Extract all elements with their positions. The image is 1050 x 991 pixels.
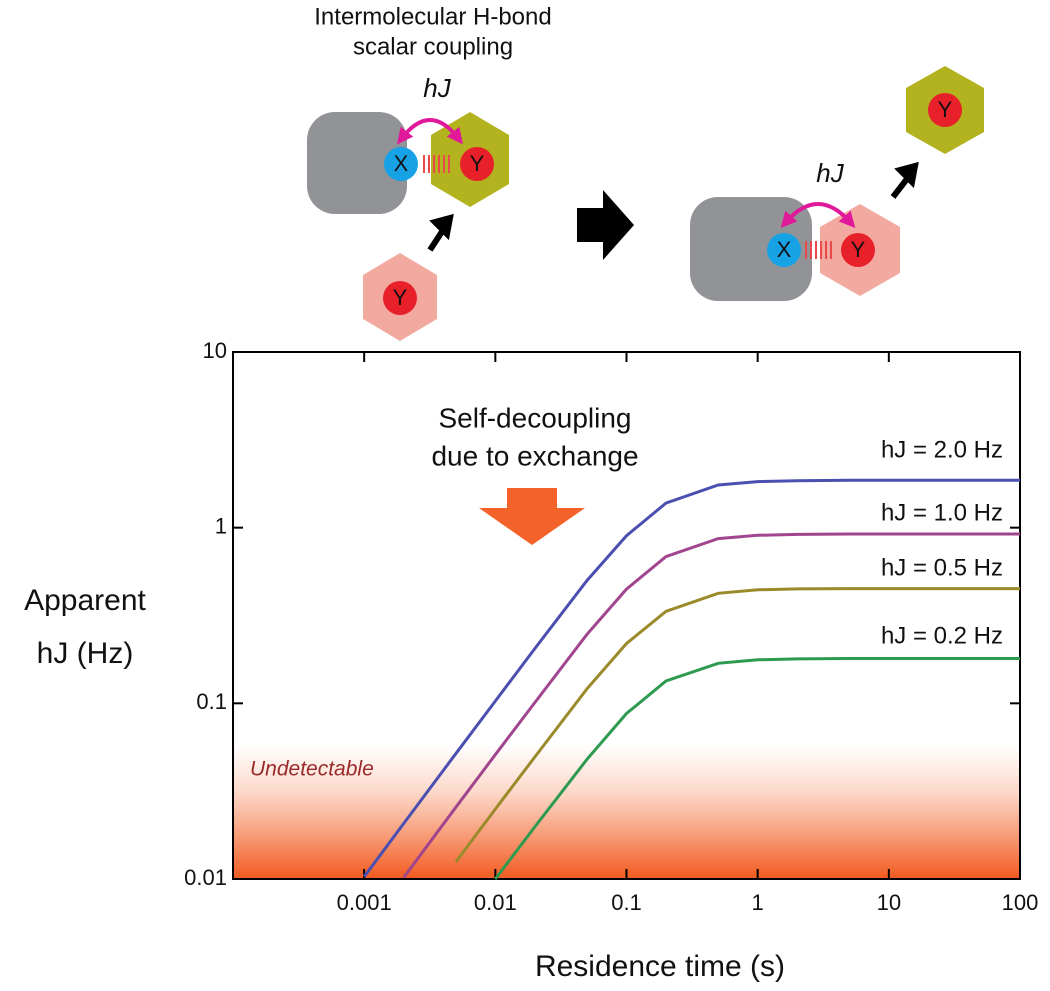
atom-y [841,233,875,267]
arrow [890,161,919,199]
diagram: Intermolecular H-bond scalar coupling hJ… [307,3,984,341]
atom-y [383,281,417,315]
series-label: hJ = 0.5 Hz [881,554,1003,581]
series-line [494,657,1020,880]
atom-label: X [394,151,409,176]
y-tick-label: 1 [215,513,227,538]
y-tick-label: 10 [203,338,227,363]
y-tick-label: 0.01 [184,865,227,890]
protein [307,112,407,214]
x-tick-label: 0.1 [611,890,642,915]
annotation: Undetectable [250,758,374,781]
y-axis-label: hJ (Hz) [37,637,134,670]
x-tick-label: 0.001 [337,890,392,915]
coupling-arrow [397,118,463,145]
y-axis-label: Apparent [24,584,146,617]
decoupling-arrow [479,488,585,545]
atom-label: Y [393,285,408,310]
series-label: hJ = 0.2 Hz [881,622,1003,649]
atom-label: Y [851,237,866,262]
series-line [362,478,1020,878]
series-label: hJ = 2.0 Hz [881,436,1003,463]
series-label: hJ = 1.0 Hz [881,499,1003,526]
diagram-title: scalar coupling [353,33,513,60]
hbond [423,155,450,173]
big-arrow [577,190,634,260]
atom-y [460,147,494,181]
diagram-title: Intermolecular H-bond [314,3,551,30]
coupling-arrow [780,202,856,228]
coupling-label: hJ [423,73,451,103]
plot: Undetectable 0.001 0.01 0.1 1 10 100 0.01 0.1 1 10… [24,338,1038,983]
atom-y [928,93,962,127]
series-line [454,587,1020,863]
atom-label: X [777,237,792,262]
hbond [805,241,832,259]
annotation: due to exchange [431,440,638,471]
arrow [427,213,454,252]
coupling-label: hJ [816,158,844,188]
x-axis-label: Residence time (s) [535,950,785,983]
atom-x [384,147,418,181]
atom-label: Y [938,97,953,122]
y-tick-label: 0.1 [196,689,227,714]
annotation: Self-decoupling [438,402,631,433]
atom-x [767,233,801,267]
undetectable-region [233,745,1020,879]
x-tick-label: 10 [877,890,901,915]
atom-label: Y [470,151,485,176]
x-tick-label: 100 [1002,890,1039,915]
x-tick-label: 1 [752,890,764,915]
series-line [402,532,1020,879]
x-tick-label: 0.01 [474,890,517,915]
